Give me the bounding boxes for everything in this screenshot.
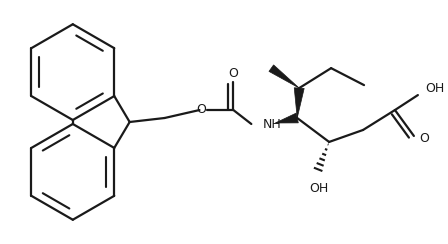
Text: OH: OH [310,182,329,195]
Polygon shape [269,65,299,88]
Text: OH: OH [425,81,444,95]
Text: O: O [228,67,238,80]
Text: NH: NH [262,119,281,132]
Text: O: O [197,102,207,116]
Polygon shape [294,88,304,118]
Polygon shape [275,113,298,123]
Text: O: O [419,132,429,145]
